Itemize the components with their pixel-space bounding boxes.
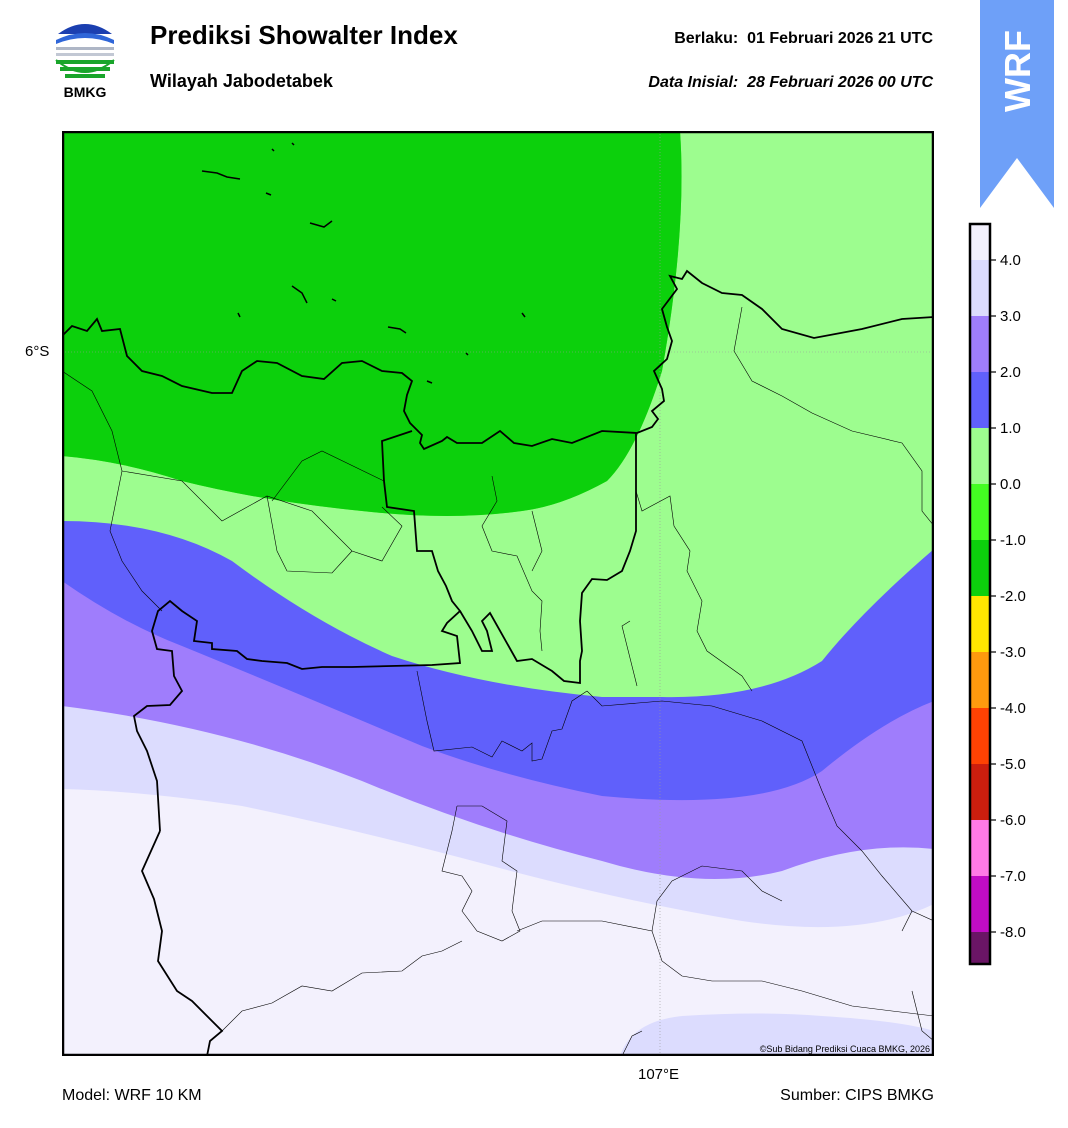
colorbar-tick-label: 4.0 — [1000, 252, 1021, 269]
bmkg-logo-icon — [55, 24, 115, 78]
valid-label: Berlaku: — [674, 30, 739, 47]
wrf-banner: WRF — [980, 0, 1054, 208]
lon-label: 107°E — [638, 1066, 680, 1083]
province-border-south — [141, 830, 224, 1056]
colorbar-tick-label: -7.0 — [1000, 868, 1026, 885]
colorbar-tick-label: -6.0 — [1000, 812, 1026, 829]
valid-time: Berlaku: 01 Februari 2026 21 UTC — [674, 30, 933, 48]
colorbar-tick-label: -3.0 — [1000, 644, 1026, 661]
region-subtitle: Wilayah Jabodetabek — [150, 71, 333, 91]
showalter-map: ©Sub Bidang Prediksi Cuaca BMKG, 2026 — [62, 131, 934, 1056]
colorbar-band — [970, 932, 990, 964]
light-patch — [920, 235, 934, 279]
wrf-banner-text: WRF — [997, 30, 1038, 112]
colorbar-band — [970, 316, 990, 372]
colorbar-tick-label: -5.0 — [1000, 756, 1026, 773]
bmkg-logo: BMKG — [55, 24, 115, 100]
colorbar-band — [970, 596, 990, 652]
page-title: Prediksi Showalter Index — [150, 20, 458, 50]
colorbar-band — [970, 372, 990, 428]
islands — [201, 142, 526, 384]
colorbar-band — [970, 764, 990, 820]
colorbar-tick-label: 0.0 — [1000, 476, 1021, 493]
colorbar-ticks: 4.0 3.0 2.0 1.0 0.0 -1.0 -2.0 -3.0 -4.0 -5.0 -6.0 -… — [990, 252, 1026, 941]
init-time: Data Inisial: 28 Februari 2026 00 UTC — [648, 74, 933, 92]
colorbar-tick-label: -2.0 — [1000, 588, 1026, 605]
colorbar-tick-label: -4.0 — [1000, 700, 1026, 717]
coastline — [62, 269, 934, 451]
colorbar-band — [970, 224, 990, 260]
colorbar-band — [970, 708, 990, 764]
map-frame — [62, 131, 934, 1056]
band-m2-m1 — [62, 131, 682, 516]
valid-time-value: 01 Februari 2026 21 UTC — [747, 30, 933, 47]
model-label: Model: WRF 10 KM — [62, 1087, 202, 1104]
colorbar-frame — [968, 222, 992, 966]
wrf-banner-shape — [980, 0, 1054, 208]
province-border-jakarta — [459, 433, 637, 685]
map-credit: ©Sub Bidang Prediksi Cuaca BMKG, 2026 — [760, 1044, 930, 1054]
province-border-west — [133, 430, 462, 832]
district-borders — [62, 306, 934, 1056]
colorbar-band — [970, 260, 990, 316]
lat-label: 6°S — [25, 343, 50, 360]
init-time-value: 28 Februari 2026 00 UTC — [747, 74, 933, 91]
colorbar-band — [970, 652, 990, 708]
logo-text: BMKG — [64, 84, 107, 100]
colorbar: 4.0 3.0 2.0 1.0 0.0 -1.0 -2.0 -3.0 -4.0 -5.0 -6.0 -… — [968, 222, 1026, 966]
colorbar-band — [970, 484, 990, 540]
source-label: Sumber: CIPS BMKG — [780, 1087, 934, 1104]
colorbar-tick-label: -8.0 — [1000, 924, 1026, 941]
colorbar-bands — [970, 224, 990, 964]
colorbar-tick-label: 2.0 — [1000, 364, 1021, 381]
colorbar-band — [970, 428, 990, 484]
colorbar-tick-label: 3.0 — [1000, 308, 1021, 325]
init-label: Data Inisial: — [648, 74, 739, 91]
colorbar-tick-label: 1.0 — [1000, 420, 1021, 437]
colorbar-tick-label: -1.0 — [1000, 532, 1026, 549]
colorbar-band — [970, 876, 990, 932]
band-3-4-south — [620, 1013, 934, 1056]
colorbar-band — [970, 540, 990, 596]
colorbar-band — [970, 820, 990, 876]
